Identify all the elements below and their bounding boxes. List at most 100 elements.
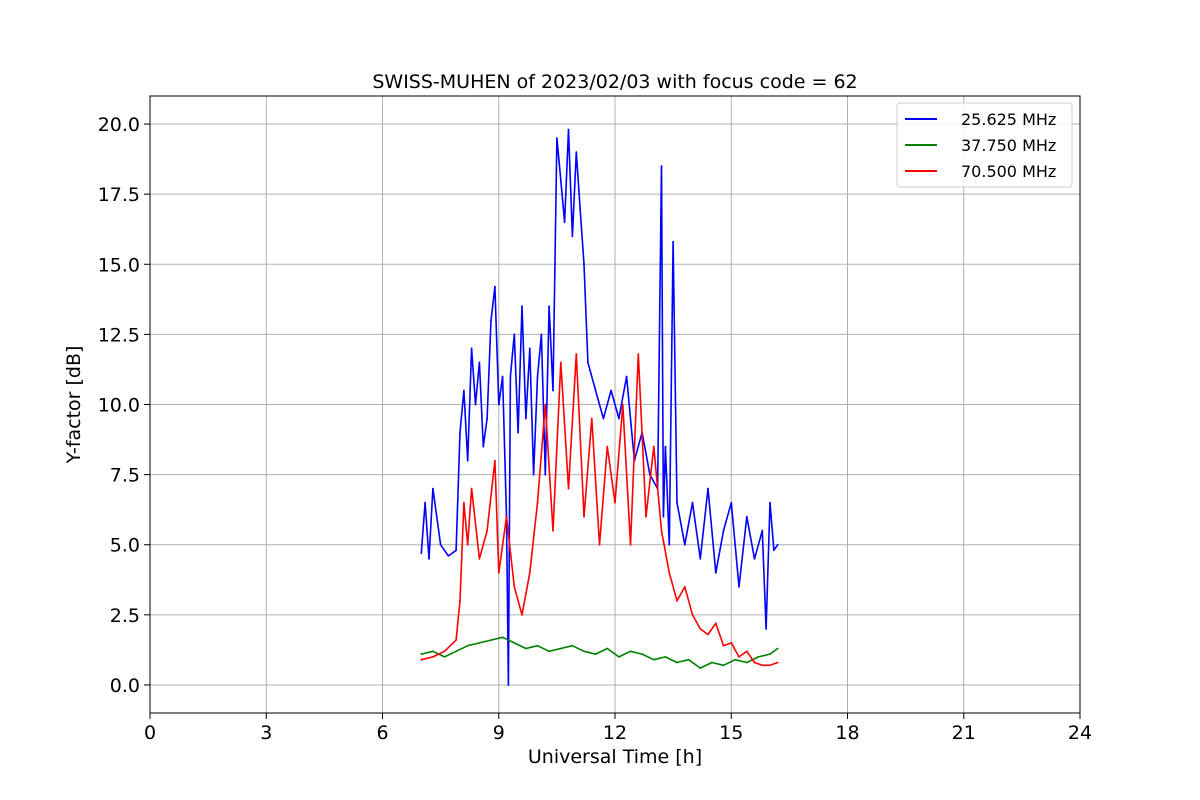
series-3-point <box>470 487 473 490</box>
series-2-point <box>618 656 620 658</box>
chart-title: SWISS-MUHEN of 2023/02/03 with focus cod… <box>372 71 857 93</box>
series-1-point <box>544 473 547 476</box>
series-1-point <box>571 235 574 238</box>
series-3-point <box>463 501 465 504</box>
series-2-point <box>583 650 585 653</box>
series-2-point <box>478 642 481 644</box>
series-1-point <box>428 557 430 560</box>
series-1-point <box>517 431 519 434</box>
series-2-point <box>629 650 632 653</box>
series-3-point <box>505 515 508 518</box>
series-3-point <box>455 639 457 641</box>
series-1-point <box>594 389 597 392</box>
series-3-point <box>536 501 539 504</box>
legend-label-1: 25.625 MHz <box>961 110 1056 129</box>
series-1-point <box>548 305 550 308</box>
series-2-point <box>769 653 771 655</box>
x-tick-label: 6 <box>376 722 388 744</box>
series-1-point <box>432 487 434 490</box>
series-1-point <box>563 221 566 224</box>
series-3-point <box>432 656 434 658</box>
series-2-point <box>734 658 736 661</box>
series-line-2 <box>421 636 779 669</box>
legend-label-3: 70.500 MHz <box>961 162 1056 181</box>
y-tick-label: 15.0 <box>98 254 140 276</box>
series-3-point <box>552 529 554 532</box>
series-3-point <box>769 664 771 667</box>
series-3-point <box>745 650 748 653</box>
series-1-point <box>664 445 667 448</box>
series-2-point <box>687 658 690 661</box>
series-1-point <box>575 151 578 154</box>
series-1-point <box>745 515 748 518</box>
x-tick-label: 9 <box>493 722 505 744</box>
series-1-point <box>494 285 496 288</box>
series-3-point <box>753 661 756 664</box>
series-1-point <box>556 137 558 140</box>
series-1-point <box>699 557 702 560</box>
x-tick-label: 24 <box>1068 722 1092 744</box>
series-3-point <box>575 353 578 355</box>
series-3-point <box>683 585 686 588</box>
axis-ticks: 0 3 6 9 12 15 18 21 24 0.0 2.5 5.0 7.5 10.0 12.5 15.0 17… <box>98 114 1092 744</box>
series-2-point <box>676 661 678 664</box>
series-2-point <box>594 653 597 655</box>
series-3-point <box>590 417 593 420</box>
x-tick-label: 18 <box>835 722 859 744</box>
series-1-point <box>447 555 450 557</box>
series-1-point <box>540 333 543 336</box>
series-1-point <box>490 319 492 322</box>
series-1-point <box>587 361 589 364</box>
x-axis-label: Universal Time [h] <box>528 746 702 768</box>
series-1-point <box>579 207 581 210</box>
series-3-point <box>606 445 609 448</box>
series-2-point <box>420 653 423 655</box>
series-3-point <box>494 459 496 462</box>
series-1-point <box>765 628 767 630</box>
series-1-point <box>668 543 671 546</box>
series-1-point <box>528 347 531 350</box>
series-1-point <box>486 417 488 420</box>
series-3-point <box>466 543 469 546</box>
x-tick-label: 12 <box>603 722 627 744</box>
series-3-point <box>776 661 779 664</box>
series-3-point <box>528 571 531 574</box>
series-3-point <box>544 403 547 406</box>
series-3-point <box>730 642 733 644</box>
series-3-point <box>714 622 717 625</box>
series-2-point <box>513 642 516 644</box>
series-1-point <box>714 571 717 574</box>
series-2-point <box>606 647 609 650</box>
series-1-point <box>501 375 504 378</box>
series-3-point <box>645 515 647 518</box>
series-line-1 <box>420 128 779 686</box>
y-tick-label: 10.0 <box>98 395 140 417</box>
series-2-point <box>722 664 725 667</box>
series-2-point <box>641 653 643 655</box>
y-tick-label: 2.5 <box>110 605 140 627</box>
y-tick-label: 12.5 <box>98 324 140 346</box>
x-tick-label: 15 <box>719 722 743 744</box>
series-3-point <box>629 543 632 546</box>
x-tick-label: 3 <box>260 722 272 744</box>
series-2-point <box>466 644 469 647</box>
series-3-point <box>738 656 740 658</box>
series-3-point <box>486 529 488 532</box>
series-2-point <box>525 647 527 650</box>
series-3-point <box>637 353 640 355</box>
series-1-point <box>439 543 442 546</box>
series-3-point <box>459 599 461 602</box>
series-3-point <box>676 599 678 602</box>
series-1-point <box>559 179 562 182</box>
series-2-point <box>432 650 434 653</box>
plot-series <box>420 128 779 686</box>
series-3-point <box>598 543 601 546</box>
series-2-point <box>711 661 713 664</box>
series-1-point <box>618 417 620 420</box>
series-1-point <box>521 305 523 308</box>
series-3-point <box>478 557 481 560</box>
series-3-point <box>567 487 570 490</box>
series-1-point <box>474 403 477 406</box>
series-1-point <box>738 585 740 588</box>
series-3-point <box>621 403 624 406</box>
